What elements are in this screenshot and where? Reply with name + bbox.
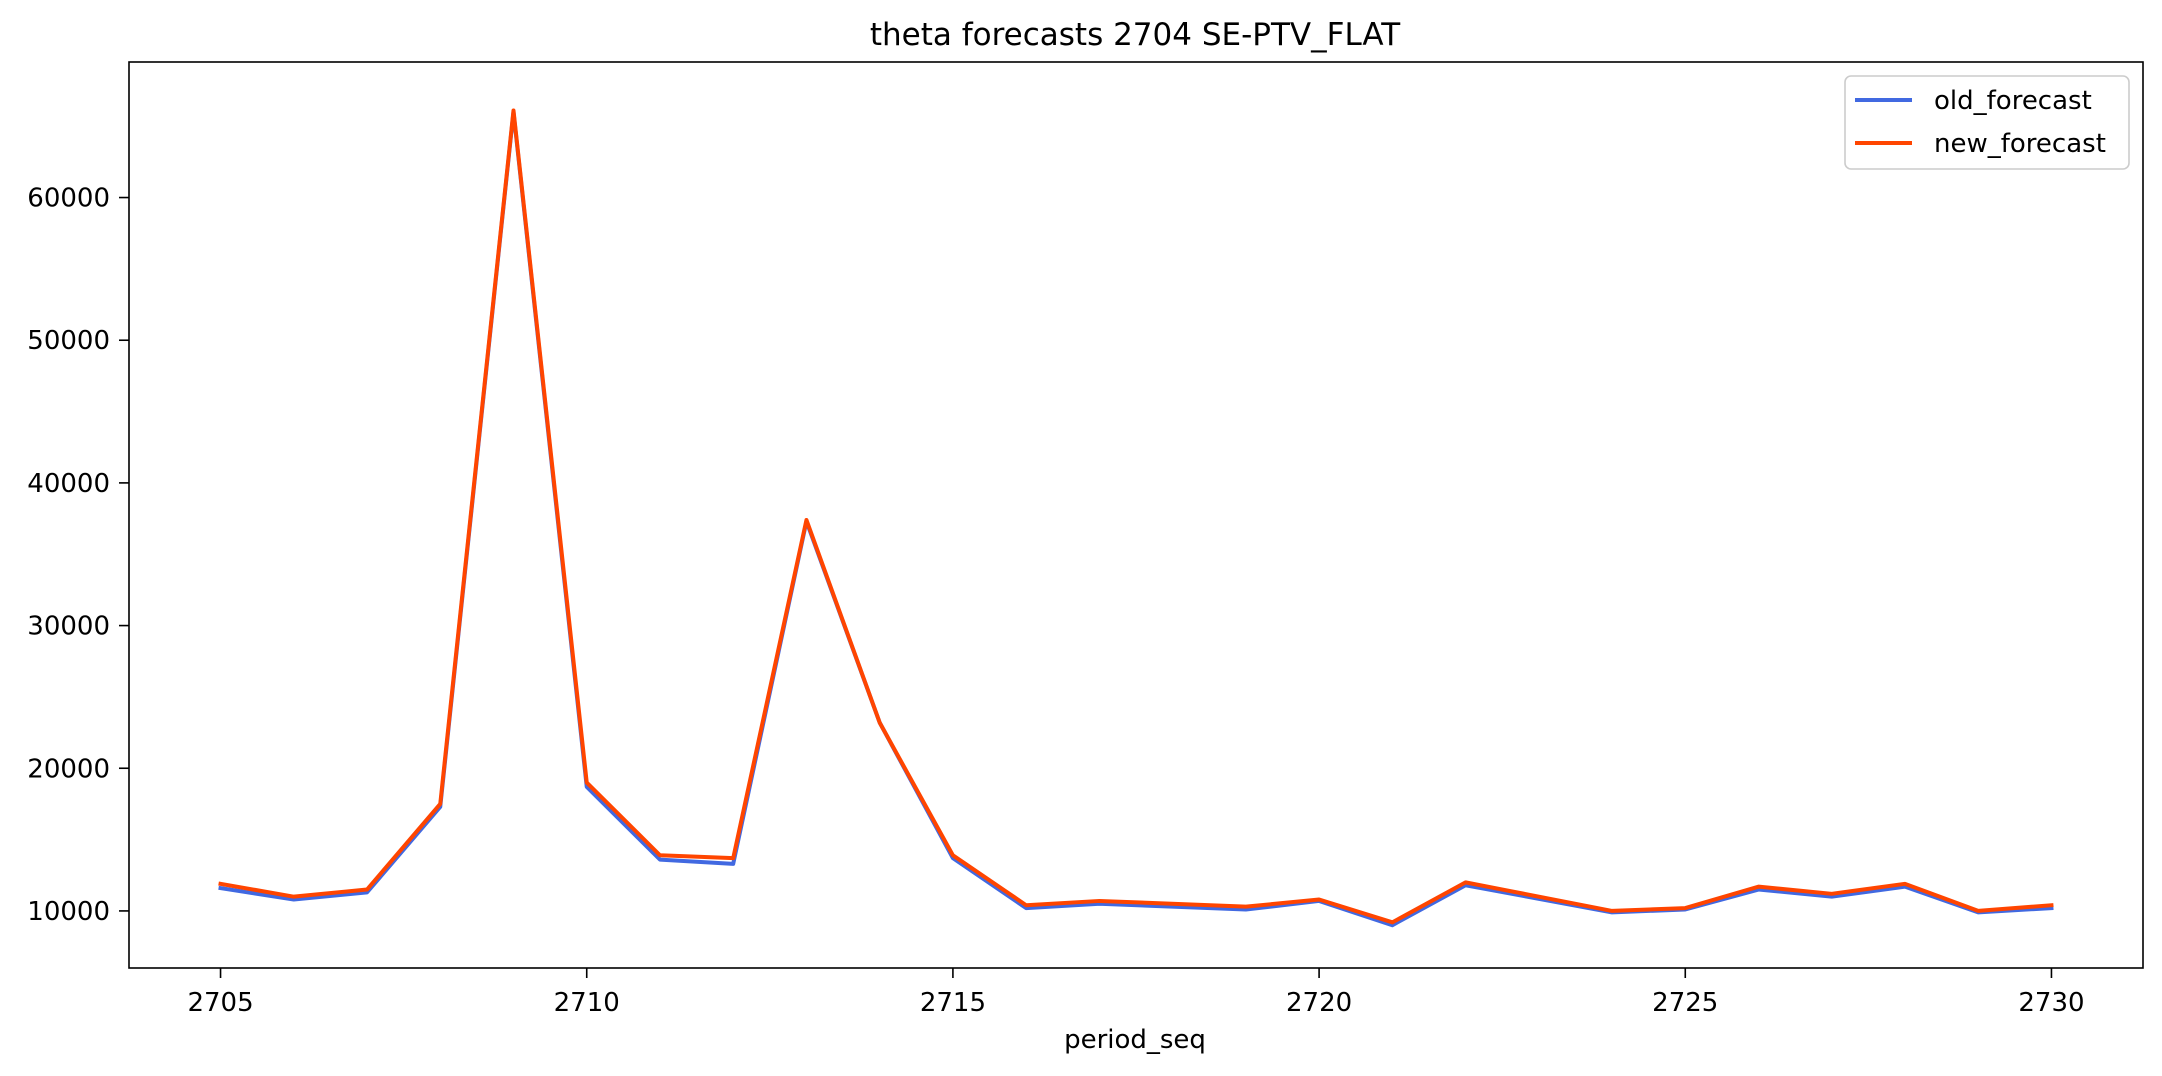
x-tick-label: 2705 xyxy=(187,988,253,1018)
x-tick-label: 2720 xyxy=(1286,988,1352,1018)
legend-box xyxy=(1844,75,2130,170)
plot-area-frame xyxy=(128,61,2144,969)
legend[interactable]: old_forecast new_forecast xyxy=(1844,75,2130,170)
series-layer xyxy=(218,108,2054,928)
chart-title: theta forecasts 2704 SE-PTV_FLAT xyxy=(870,17,1401,53)
y-tick-label: 20000 xyxy=(27,754,110,784)
y-tick-label: 10000 xyxy=(27,897,110,927)
series-line-new-forecast xyxy=(218,108,2054,925)
x-tick-label: 2730 xyxy=(2018,988,2084,1018)
x-tick-label: 2725 xyxy=(1652,988,1718,1018)
y-tick-label: 60000 xyxy=(27,184,110,214)
legend-label-old-forecast: old_forecast xyxy=(1934,86,2092,116)
x-tick-label: 2715 xyxy=(920,988,986,1018)
y-tick-label: 50000 xyxy=(27,326,110,356)
y-tick-label: 40000 xyxy=(27,469,110,499)
x-axis-label: period_seq xyxy=(1064,1025,1206,1055)
x-tick-label: 2710 xyxy=(554,988,620,1018)
x-axis: 2705 2710 2715 2720 2725 2730 xyxy=(187,968,2085,1018)
legend-items: old_forecast new_forecast xyxy=(1855,86,2106,159)
y-axis: 10000 20000 30000 40000 50000 60000 xyxy=(27,184,129,927)
y-tick-label: 30000 xyxy=(27,612,110,642)
legend-label-new-forecast: new_forecast xyxy=(1934,129,2106,159)
